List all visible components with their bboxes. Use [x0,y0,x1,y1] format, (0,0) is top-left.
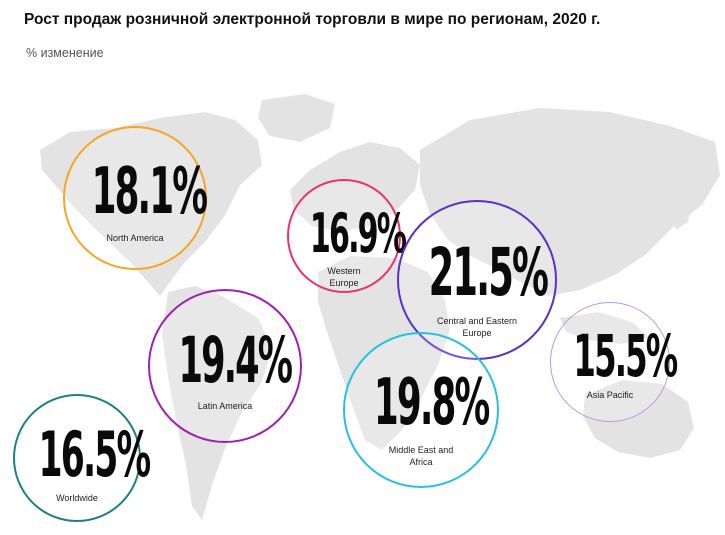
bubble-value: 15.5% [573,322,678,390]
bubble-value: 19.4% [178,324,293,397]
bubble-value: 16.5% [38,418,152,491]
chart-title: Рост продаж розничной электронной торгов… [24,11,601,28]
chart-subtitle: % изменение [26,46,104,60]
bubble-region-label: North America [106,233,164,243]
map-japan [672,190,692,230]
bubble-region-label: Latin America [197,401,253,411]
bubble-western-europe: 16.9% Western Europe [287,179,407,293]
bubble-region-label: Middle East and Africa [388,445,454,467]
bubble-value: 19.8% [373,366,490,440]
bubble-value: 21.5% [428,234,549,311]
bubble-region-label: Central and Eastern Europe [436,316,518,338]
bubble-north-america: 18.1% North America [63,126,208,270]
bubble-latin-america: 19.4% Latin America [148,289,302,443]
bubble-middle-east-and-africa: 19.8% Middle East and Africa [343,332,499,488]
bubble-asia-pacific: 15.5% Asia Pacific [550,302,678,422]
bubble-region-label: Western Europe [327,266,361,288]
bubble-worldwide: 16.5% Worldwide [13,394,152,522]
bubble-value: 18.1% [91,155,208,229]
bubble-value: 16.9% [309,202,407,265]
bubble-region-label: Worldwide [56,493,98,503]
map-greenland [258,94,335,142]
bubble-region-label: Asia Pacific [586,390,634,400]
